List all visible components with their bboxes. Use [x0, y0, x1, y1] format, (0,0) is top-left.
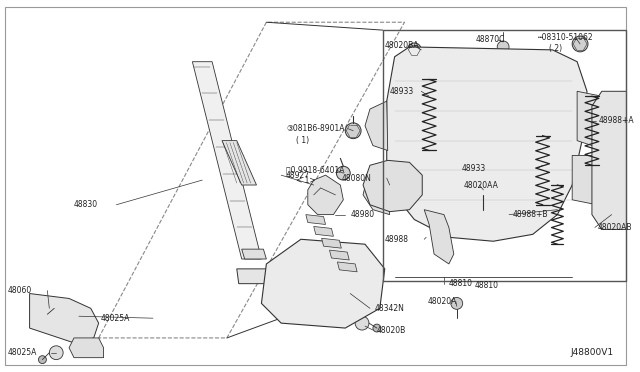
Circle shape	[337, 166, 350, 180]
Polygon shape	[363, 170, 390, 215]
Circle shape	[346, 123, 361, 139]
Text: 48025A: 48025A	[8, 348, 37, 357]
Circle shape	[355, 316, 369, 330]
Text: 48933: 48933	[390, 87, 414, 96]
Polygon shape	[592, 91, 627, 230]
Circle shape	[49, 346, 63, 360]
Text: J48800V1: J48800V1	[570, 348, 614, 357]
Polygon shape	[365, 101, 388, 151]
Text: 48020B: 48020B	[377, 326, 406, 334]
Polygon shape	[237, 269, 268, 284]
Polygon shape	[577, 91, 616, 145]
Text: 48020AB: 48020AB	[598, 223, 632, 232]
Text: 48830: 48830	[74, 200, 98, 209]
Polygon shape	[222, 141, 257, 185]
Circle shape	[353, 267, 367, 281]
Circle shape	[390, 175, 410, 195]
Polygon shape	[306, 215, 326, 224]
Text: ⑈0 9918-6401A: ⑈0 9918-6401A	[286, 166, 344, 175]
Text: ┅08310-51062: ┅08310-51062	[538, 32, 593, 42]
Text: 48870C: 48870C	[476, 35, 505, 45]
Polygon shape	[337, 262, 357, 272]
Polygon shape	[193, 62, 261, 259]
Text: 48080N: 48080N	[341, 174, 371, 183]
Circle shape	[291, 250, 354, 313]
Text: 48927: 48927	[286, 171, 310, 180]
Polygon shape	[261, 239, 385, 328]
Circle shape	[572, 36, 588, 52]
Circle shape	[479, 185, 488, 195]
Circle shape	[305, 264, 340, 299]
Text: < 1>: < 1>	[296, 176, 316, 185]
Circle shape	[349, 307, 361, 319]
Text: 48025A: 48025A	[100, 314, 130, 323]
Bar	[383, 30, 627, 281]
Polygon shape	[363, 160, 422, 212]
Text: 48988+A: 48988+A	[599, 116, 634, 125]
Text: 48342N: 48342N	[375, 304, 404, 313]
Text: 48988: 48988	[385, 235, 409, 244]
Circle shape	[408, 43, 421, 57]
Polygon shape	[308, 175, 343, 215]
Text: ( 1): ( 1)	[296, 136, 309, 145]
Text: 48988+B: 48988+B	[513, 210, 548, 219]
Text: ③081B6-8901A: ③081B6-8901A	[286, 124, 344, 133]
Polygon shape	[572, 155, 616, 205]
Circle shape	[275, 302, 287, 314]
Circle shape	[609, 189, 621, 201]
Circle shape	[497, 41, 509, 53]
Polygon shape	[322, 238, 341, 248]
Circle shape	[451, 298, 463, 309]
Text: ( 2): ( 2)	[548, 44, 562, 53]
Text: 48060: 48060	[8, 286, 32, 295]
Polygon shape	[330, 250, 349, 260]
Circle shape	[373, 324, 381, 332]
Text: 48810: 48810	[474, 281, 499, 290]
Text: 48020A: 48020A	[427, 297, 456, 306]
Polygon shape	[29, 294, 99, 343]
Text: 48810: 48810	[449, 279, 473, 288]
Polygon shape	[242, 249, 266, 259]
Polygon shape	[314, 227, 333, 236]
Circle shape	[54, 301, 68, 315]
Circle shape	[395, 180, 404, 190]
Circle shape	[481, 210, 486, 216]
Text: 48020AA: 48020AA	[463, 180, 499, 189]
Polygon shape	[387, 47, 587, 241]
Circle shape	[38, 356, 46, 363]
Polygon shape	[69, 338, 104, 357]
Text: 48980: 48980	[350, 210, 374, 219]
Polygon shape	[424, 210, 454, 264]
Circle shape	[44, 310, 51, 318]
Text: 48020BA: 48020BA	[385, 41, 419, 51]
Text: 48933: 48933	[461, 164, 486, 173]
